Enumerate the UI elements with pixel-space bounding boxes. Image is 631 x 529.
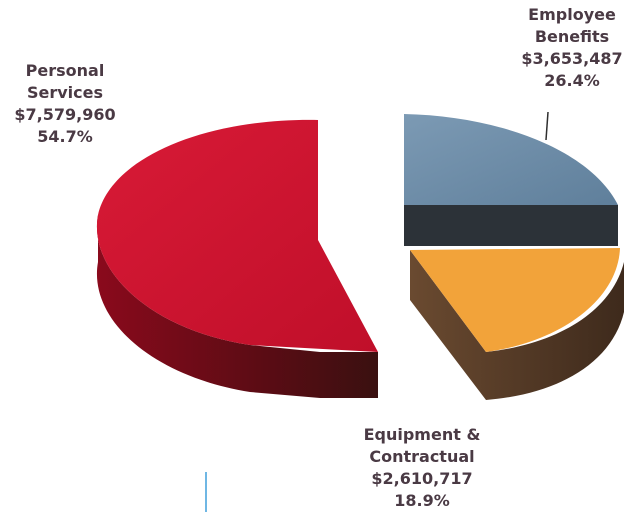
slice-employee-benefits (404, 114, 618, 246)
label-equipment-contractual-line2: Contractual (369, 447, 475, 466)
label-employee-benefits: Employee Benefits $3,653,487 26.4% (516, 4, 628, 92)
slice-personal-services (96, 119, 378, 398)
slice-equipment-contractual-side (410, 250, 624, 400)
label-employee-benefits-line2: Benefits (534, 27, 610, 46)
slice-personal-services-top (96, 119, 378, 352)
label-equipment-contractual-value: $2,610,717 (371, 469, 473, 488)
label-personal-services-line1: Personal (25, 61, 105, 80)
scan-artifact-line (205, 472, 207, 512)
label-personal-services-value: $7,579,960 (14, 105, 116, 124)
slice-employee-benefits-side (404, 205, 618, 246)
slice-equipment-contractual (410, 248, 624, 400)
label-employee-benefits-line1: Employee (528, 5, 616, 24)
label-equipment-contractual: Equipment & Contractual $2,610,717 18.9% (352, 424, 492, 512)
label-equipment-contractual-percent: 18.9% (394, 491, 450, 510)
label-employee-benefits-percent: 26.4% (544, 71, 600, 90)
label-personal-services: Personal Services $7,579,960 54.7% (4, 60, 126, 148)
label-equipment-contractual-line1: Equipment & (363, 425, 481, 444)
slice-personal-services-side (96, 215, 378, 398)
leader-line-employee-benefits (545, 111, 549, 141)
slice-equipment-contractual-top (410, 248, 620, 352)
label-employee-benefits-value: $3,653,487 (521, 49, 623, 68)
label-personal-services-line2: Services (26, 83, 104, 102)
slice-employee-benefits-top (404, 114, 618, 205)
label-personal-services-percent: 54.7% (37, 127, 93, 146)
